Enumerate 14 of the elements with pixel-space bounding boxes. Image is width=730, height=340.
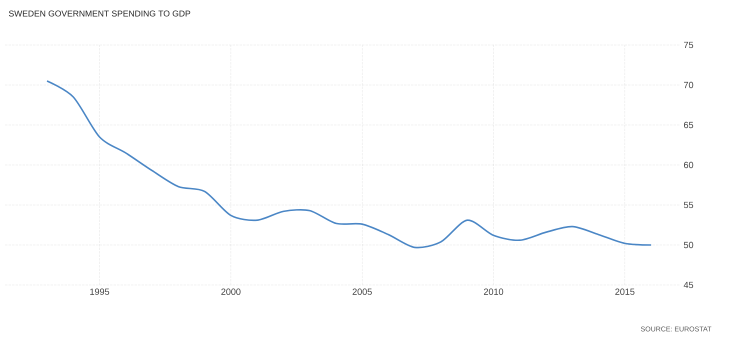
y-tick-label: 45 (684, 282, 694, 288)
y-tick-label: 60 (684, 162, 694, 168)
x-tick-label: 2010 (484, 288, 504, 295)
x-tick-label: 2005 (352, 288, 372, 295)
x-tick-label: 2015 (615, 288, 634, 295)
y-tick-label: 75 (684, 42, 694, 48)
x-tick-label: 2000 (221, 288, 241, 295)
y-tick-label: 50 (684, 242, 694, 248)
y-tick-label: 55 (684, 202, 694, 208)
y-tick-label: 65 (684, 122, 694, 128)
y-tick-label: 70 (684, 82, 694, 88)
x-tick-label: 1995 (90, 288, 110, 295)
line-series (46, 80, 652, 248)
chart-title: SWEDEN GOVERNMENT SPENDING TO GDP (8, 10, 190, 17)
